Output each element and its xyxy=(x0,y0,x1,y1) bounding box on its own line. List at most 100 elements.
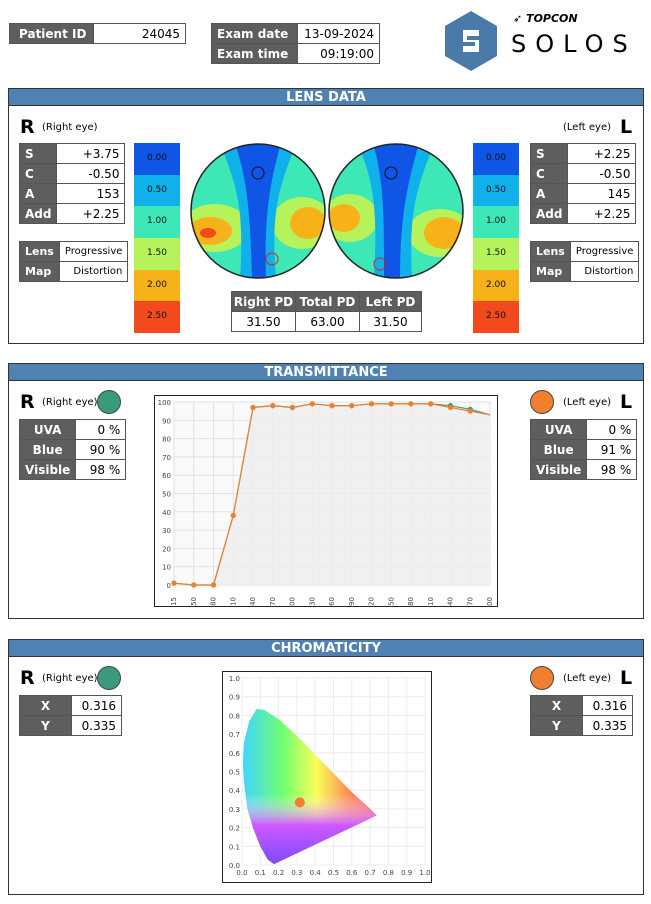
rx-add-value: +2.25 xyxy=(567,203,637,224)
area-fill xyxy=(174,403,490,585)
scale-step: 0.00 xyxy=(134,143,180,175)
rx-add-value: +2.25 xyxy=(56,203,126,224)
solos-logo-icon xyxy=(445,11,497,71)
data-point xyxy=(289,404,296,411)
rx-add-label: Add xyxy=(529,203,569,224)
x-tick-label: 410 xyxy=(229,597,237,607)
y-tick-label: 0.2 xyxy=(229,825,240,833)
scale-step: 1.50 xyxy=(473,238,519,270)
y-tick-label: 0.9 xyxy=(229,694,240,702)
power-scale-right: 0.00 0.50 1.00 1.50 2.00 2.50 xyxy=(134,143,180,334)
y-tick-label: 1.0 xyxy=(229,675,240,683)
y-value: 0.335 xyxy=(582,715,633,736)
y-tick-label: 70 xyxy=(162,454,171,462)
chromaticity-title: CHROMATICITY xyxy=(9,640,643,657)
x-tick-label: 470 xyxy=(269,597,277,607)
left-eye-color-dot xyxy=(530,666,554,690)
data-point xyxy=(368,401,375,407)
chromaticity-chart: 0.0 0.1 0.2 0.3 0.4 0.5 0.6 0.7 0.8 0.9 1.0 0.0 0.1 0… xyxy=(222,671,432,883)
exam-time-label: Exam time xyxy=(211,43,298,64)
y-tick-label: 60 xyxy=(162,472,171,480)
transmittance-panel: TRANSMITTANCE R (Right eye) UVA 0 % Blue 9… xyxy=(8,363,644,619)
x-tick-label: 0.6 xyxy=(346,869,358,877)
x-tick-label: 500 xyxy=(289,597,297,607)
uva-value: 0 % xyxy=(75,419,127,440)
scale-step: 2.50 xyxy=(473,301,519,334)
data-point xyxy=(230,512,236,519)
x-tick-label: 0.4 xyxy=(310,869,322,877)
x-tick-label: 0.5 xyxy=(328,869,339,877)
x-tick-label: 350 xyxy=(190,597,198,607)
far-point-marker xyxy=(384,166,398,180)
trans-right-table: UVA 0 % Blue 90 % Visible 98 % xyxy=(18,419,127,480)
rx-s-value: +3.75 xyxy=(56,143,126,164)
x-tick-label: 380 xyxy=(210,597,218,607)
data-point xyxy=(270,403,276,409)
rx-c-label: C xyxy=(18,163,58,184)
rx-a-value: 145 xyxy=(567,183,637,204)
lens-left-rx-table: S +2.25 C -0.50 A 145 Add +2.25 xyxy=(529,143,637,224)
y-tick-label: 0.6 xyxy=(229,750,241,758)
rx-s-label: S xyxy=(18,143,58,164)
pd-table: Right PD Total PD Left PD 31.50 63.00 31… xyxy=(231,291,422,332)
x-tick-label: 440 xyxy=(249,597,257,607)
patient-id-label: Patient ID xyxy=(9,23,94,44)
patient-id-table: Patient ID 24045 xyxy=(9,23,186,44)
chroma-right-eye-letter: R xyxy=(20,667,35,689)
map-type-value: Distortion xyxy=(58,261,129,282)
lens-left-eye-letter: L xyxy=(620,116,633,138)
x-tick-label: 0.8 xyxy=(383,869,394,877)
x-tick-label: 0.3 xyxy=(291,869,302,877)
rx-a-label: A xyxy=(18,183,58,204)
rx-add-label: Add xyxy=(18,203,58,224)
blue-value: 90 % xyxy=(75,439,127,460)
x-value: 0.316 xyxy=(582,695,633,716)
map-type-label: Map xyxy=(530,261,571,282)
y-value: 0.335 xyxy=(71,715,122,736)
x-tick-label: 0.1 xyxy=(255,869,266,877)
y-tick-label: 0.5 xyxy=(229,769,240,777)
y-tick-label: 0.7 xyxy=(229,731,240,739)
x-tick-label: 710 xyxy=(427,597,435,607)
x-value: 0.316 xyxy=(71,695,122,716)
near-point-marker xyxy=(373,257,387,271)
x-tick-label: 0.2 xyxy=(273,869,284,877)
left-eye-color-dot xyxy=(530,390,554,414)
data-point xyxy=(250,404,256,411)
x-tick-label: 0.9 xyxy=(401,869,412,877)
brand-top: ➶ TOPCON xyxy=(513,12,578,25)
power-scale-left: 0.00 0.50 1.00 1.50 2.00 2.50 xyxy=(473,143,519,334)
data-point xyxy=(447,404,454,411)
spectral-locus-white xyxy=(242,709,377,865)
y-tick-label: 100 xyxy=(158,399,171,407)
trans-right-eye-label: (Right eye) xyxy=(42,397,98,408)
y-tick-label: 40 xyxy=(162,509,171,517)
right-pd-value: 31.50 xyxy=(231,311,296,332)
rx-a-label: A xyxy=(529,183,569,204)
rx-s-value: +2.25 xyxy=(567,143,637,164)
trans-left-eye-label: (Left eye) xyxy=(563,397,612,408)
patient-id-value: 24045 xyxy=(93,23,186,44)
trans-left-eye-letter: L xyxy=(620,391,633,413)
exam-time-value: 09:19:00 xyxy=(297,43,380,64)
lens-map-right xyxy=(190,143,326,279)
data-point xyxy=(428,401,434,407)
x-tick-label: 620 xyxy=(368,597,376,607)
y-tick-label: 0.8 xyxy=(229,712,240,720)
map-type-value: Distortion xyxy=(569,261,640,282)
rx-a-value: 153 xyxy=(56,183,126,204)
right-pd-label: Right PD xyxy=(231,291,296,312)
y-tick-label: 10 xyxy=(162,564,171,572)
lens-type-label: Lens xyxy=(19,241,60,262)
y-tick-label: 50 xyxy=(162,491,171,499)
lens-left-type-table: Lens Progressive Map Distortion xyxy=(530,241,640,282)
brand-name: SOLOS xyxy=(511,30,637,58)
transmittance-chart: 0 10 20 30 40 50 60 70 80 90 100 315 350 380 410 440 470… xyxy=(154,395,498,607)
rx-s-label: S xyxy=(529,143,569,164)
scale-step: 1.50 xyxy=(134,238,180,270)
scale-step: 1.00 xyxy=(473,206,519,239)
x-tick-label: 0.7 xyxy=(365,869,376,877)
x-tick-label: 800 xyxy=(486,597,494,607)
scale-step: 2.00 xyxy=(473,269,519,302)
